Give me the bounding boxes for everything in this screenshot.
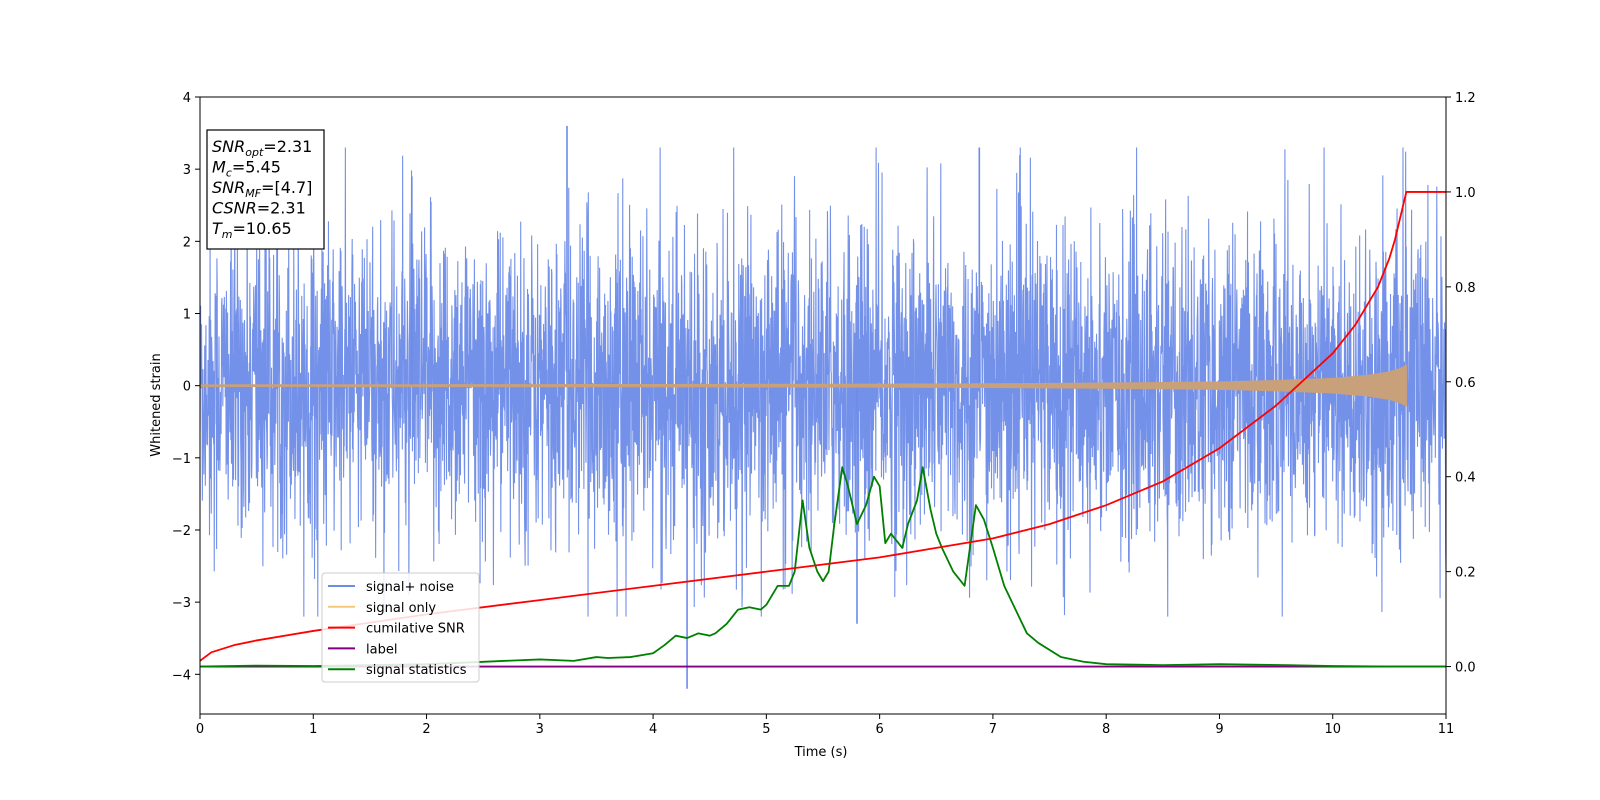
y2-axis-ticks: 0.0 0.2 0.4 0.6 0.8 1.0 1.2 [1446, 91, 1476, 676]
legend-label: label [366, 642, 397, 657]
x-tick-label: 6 [875, 722, 883, 737]
x-tick-label: 2 [422, 722, 430, 737]
plot-frame [199, 96, 1447, 715]
x-tick-label: 1 [309, 722, 317, 737]
y-tick-label: −3 [172, 596, 191, 611]
legend-frame [321, 572, 480, 683]
y-tick-label: −2 [172, 524, 191, 539]
legend: signal+ noise signal only cumilative SNR la… [321, 572, 480, 683]
legend-label: signal+ noise [366, 580, 454, 595]
x-tick-label: 7 [989, 722, 997, 737]
y-tick-label: 4 [183, 91, 191, 106]
y-tick-label: 1 [183, 307, 191, 322]
signal-only-envelope [200, 364, 1407, 407]
y2-tick-label: 0.2 [1455, 566, 1476, 581]
x-tick-label: 0 [196, 722, 204, 737]
signal-noise-series [200, 125, 1446, 689]
y2-tick-label: 1.2 [1455, 91, 1476, 106]
info-box-frame [206, 129, 325, 250]
x-tick-label: 3 [536, 722, 544, 737]
x-tick-label: 8 [1102, 722, 1110, 737]
x-tick-label: 9 [1215, 722, 1223, 737]
y2-tick-label: 0.4 [1455, 471, 1476, 486]
info-line: SNRMF=[4.7] [212, 178, 312, 200]
legend-label: signal statistics [366, 663, 467, 678]
x-tick-label: 10 [1324, 722, 1341, 737]
y-tick-label: 3 [183, 163, 191, 178]
info-line: SNRopt=2.31 [212, 137, 312, 159]
y-tick-label: −4 [172, 668, 191, 683]
info-line: CSNR=2.31 [212, 199, 306, 218]
y2-tick-label: 0.6 [1455, 376, 1476, 391]
y-axis-ticks: −4 −3 −2 −1 0 1 2 3 4 [172, 91, 200, 683]
signal-only-series [200, 364, 1407, 407]
info-line: Tm=10.65 [212, 219, 292, 241]
x-tick-label: 4 [649, 722, 657, 737]
y2-tick-label: 1.0 [1455, 186, 1476, 201]
signal-statistics-line [200, 466, 1446, 668]
y2-tick-label: 0.8 [1455, 281, 1476, 296]
x-axis-ticks: 0 1 2 3 4 5 6 7 8 9 10 11 [196, 714, 1454, 737]
info-line: Mc=5.45 [212, 158, 281, 180]
legend-label: cumilative SNR [366, 622, 465, 637]
x-axis-label: Time (s) [794, 745, 848, 760]
y-axis-label: Whitened strain [149, 353, 164, 456]
y-tick-label: 2 [183, 235, 191, 250]
signal-noise-line [200, 147, 1446, 617]
y-tick-label: −1 [172, 452, 191, 467]
legend-label: signal only [366, 601, 436, 616]
y-tick-label: 0 [183, 380, 191, 395]
y2-tick-label: 0.0 [1455, 661, 1476, 676]
info-box: SNRopt=2.31Mc=5.45SNRMF=[4.7]CSNR=2.31Tm… [206, 129, 325, 250]
x-tick-label: 5 [762, 722, 770, 737]
x-tick-label: 11 [1438, 722, 1455, 737]
